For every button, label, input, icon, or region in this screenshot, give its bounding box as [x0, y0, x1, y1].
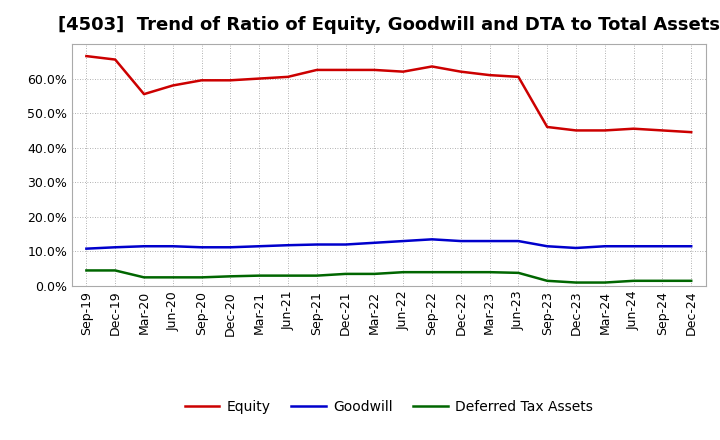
- Equity: [197, 77, 206, 83]
- Goodwill: [226, 245, 235, 250]
- Equity: [456, 69, 465, 74]
- Deferred Tax Assets: [543, 278, 552, 283]
- Equity: [82, 53, 91, 59]
- Deferred Tax Assets: [572, 280, 580, 285]
- Deferred Tax Assets: [140, 275, 148, 280]
- Goodwill: [543, 244, 552, 249]
- Goodwill: [629, 244, 638, 249]
- Goodwill: [197, 245, 206, 250]
- Goodwill: [687, 244, 696, 249]
- Deferred Tax Assets: [168, 275, 177, 280]
- Deferred Tax Assets: [428, 270, 436, 275]
- Equity: [572, 128, 580, 133]
- Goodwill: [572, 246, 580, 251]
- Legend: Equity, Goodwill, Deferred Tax Assets: Equity, Goodwill, Deferred Tax Assets: [179, 395, 598, 420]
- Equity: [600, 128, 609, 133]
- Goodwill: [284, 242, 292, 248]
- Title: [4503]  Trend of Ratio of Equity, Goodwill and DTA to Total Assets: [4503] Trend of Ratio of Equity, Goodwil…: [58, 16, 720, 34]
- Equity: [428, 64, 436, 69]
- Equity: [543, 125, 552, 130]
- Deferred Tax Assets: [399, 270, 408, 275]
- Goodwill: [255, 244, 264, 249]
- Equity: [111, 57, 120, 62]
- Goodwill: [428, 237, 436, 242]
- Equity: [399, 69, 408, 74]
- Deferred Tax Assets: [284, 273, 292, 278]
- Goodwill: [399, 238, 408, 244]
- Equity: [168, 83, 177, 88]
- Deferred Tax Assets: [629, 278, 638, 283]
- Deferred Tax Assets: [197, 275, 206, 280]
- Goodwill: [485, 238, 494, 244]
- Deferred Tax Assets: [514, 270, 523, 275]
- Equity: [629, 126, 638, 131]
- Deferred Tax Assets: [341, 271, 350, 277]
- Goodwill: [658, 244, 667, 249]
- Equity: [485, 73, 494, 78]
- Deferred Tax Assets: [600, 280, 609, 285]
- Deferred Tax Assets: [226, 274, 235, 279]
- Goodwill: [370, 240, 379, 246]
- Goodwill: [111, 245, 120, 250]
- Deferred Tax Assets: [485, 270, 494, 275]
- Deferred Tax Assets: [312, 273, 321, 278]
- Deferred Tax Assets: [111, 268, 120, 273]
- Deferred Tax Assets: [370, 271, 379, 277]
- Line: Goodwill: Goodwill: [86, 239, 691, 249]
- Goodwill: [168, 244, 177, 249]
- Deferred Tax Assets: [456, 270, 465, 275]
- Deferred Tax Assets: [687, 278, 696, 283]
- Goodwill: [82, 246, 91, 251]
- Equity: [687, 129, 696, 135]
- Goodwill: [341, 242, 350, 247]
- Line: Deferred Tax Assets: Deferred Tax Assets: [86, 271, 691, 282]
- Goodwill: [600, 244, 609, 249]
- Equity: [255, 76, 264, 81]
- Deferred Tax Assets: [658, 278, 667, 283]
- Equity: [370, 67, 379, 73]
- Equity: [341, 67, 350, 73]
- Equity: [312, 67, 321, 73]
- Equity: [284, 74, 292, 80]
- Equity: [658, 128, 667, 133]
- Line: Equity: Equity: [86, 56, 691, 132]
- Goodwill: [514, 238, 523, 244]
- Goodwill: [456, 238, 465, 244]
- Equity: [514, 74, 523, 80]
- Equity: [140, 92, 148, 97]
- Equity: [226, 77, 235, 83]
- Deferred Tax Assets: [82, 268, 91, 273]
- Goodwill: [312, 242, 321, 247]
- Deferred Tax Assets: [255, 273, 264, 278]
- Goodwill: [140, 244, 148, 249]
